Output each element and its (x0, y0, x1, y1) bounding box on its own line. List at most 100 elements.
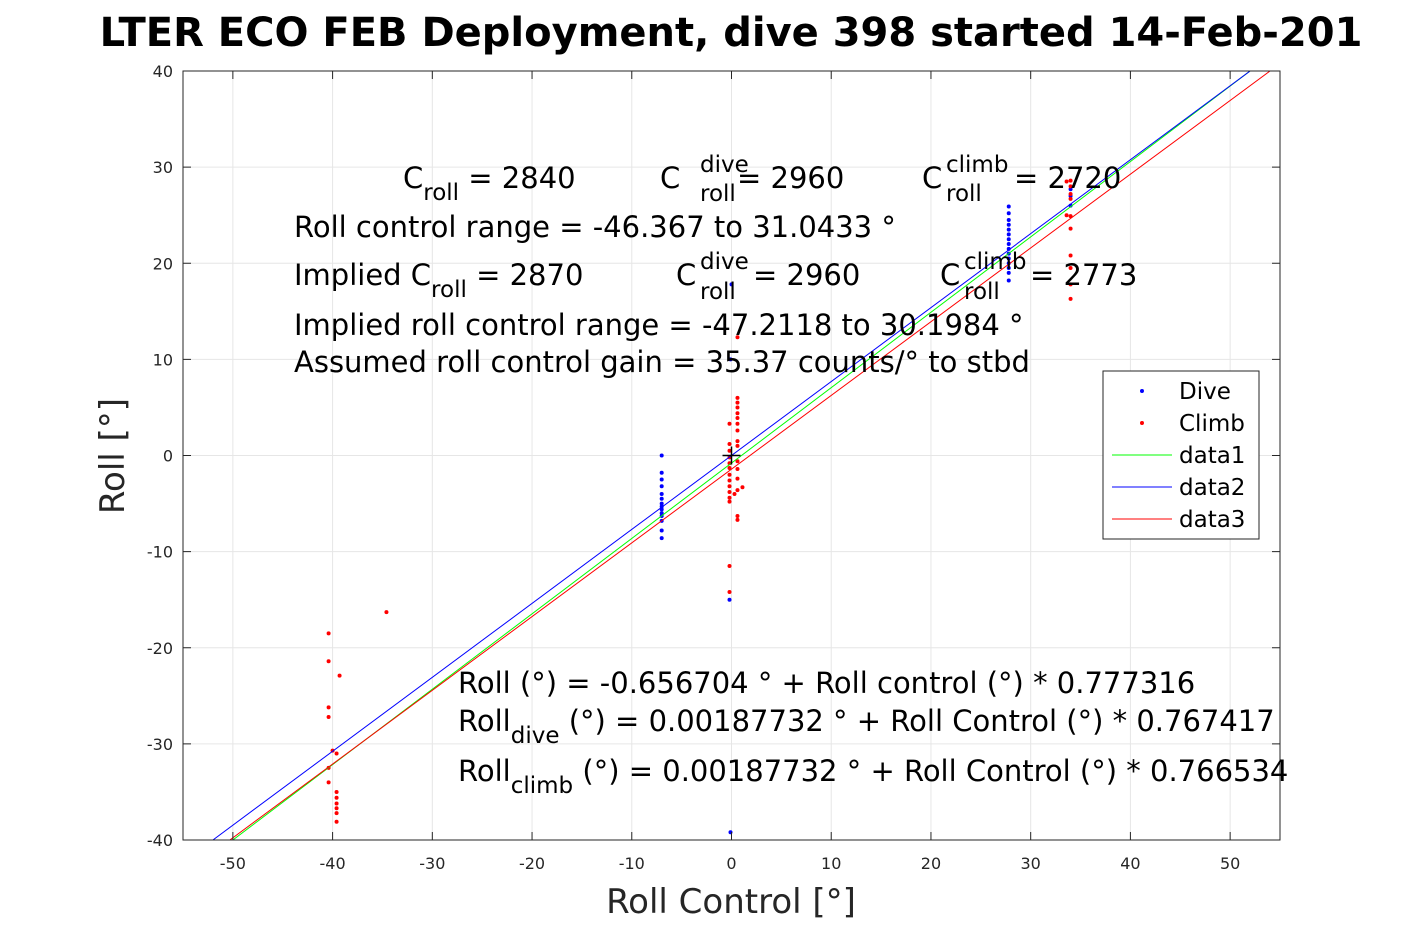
climb-point (727, 484, 732, 489)
series-data3 (229, 71, 1271, 840)
climb-point (735, 395, 740, 400)
dive-point (659, 453, 664, 458)
climb-point (1068, 266, 1073, 271)
climb-point (1068, 296, 1073, 301)
legend: Dive Climb data1 data2 data3 (1102, 370, 1260, 540)
dive-point (1006, 266, 1011, 271)
climb-point (735, 517, 740, 522)
fit-dive-equation: Rolldive (°) = 0.00187732 ° + Roll Contr… (458, 704, 1275, 749)
climb-point (735, 416, 740, 421)
x-tick-label: 10 (821, 854, 841, 873)
climb-point (727, 499, 732, 504)
climb-point (334, 811, 339, 816)
climb-point (735, 466, 740, 471)
x-tick-label: -50 (220, 854, 246, 873)
climb-point (735, 514, 740, 519)
climb-point (334, 789, 339, 794)
climb-point (326, 659, 331, 664)
y-tick-label: 20 (153, 254, 173, 273)
ticks: -50 -40 -30 -20 -10 0 10 20 30 40 50 -40 -30 -20 -10 0 1… (147, 62, 1280, 873)
x-tick-label: -30 (419, 854, 445, 873)
x-tick-label: 40 (1120, 854, 1140, 873)
c-roll-dive-label: C (660, 161, 680, 195)
implied-climb-value: = 2773 (1030, 258, 1137, 292)
dive-point (729, 282, 734, 287)
x-tick-label: 20 (921, 854, 941, 873)
dive-point (1006, 211, 1011, 216)
series-climb (326, 178, 1073, 824)
climb-point (1068, 196, 1073, 201)
implied-dive-value: = 2960 (753, 258, 860, 292)
dive-point (1006, 217, 1011, 222)
dive-point (659, 536, 664, 541)
implied-dive-sup: dive (700, 249, 749, 275)
climb-point (1068, 253, 1073, 258)
climb-point (735, 476, 740, 481)
y-tick-label: 30 (153, 158, 173, 177)
climb-point (727, 495, 732, 500)
dive-point (1006, 204, 1011, 209)
climb-point (735, 459, 740, 464)
climb-point (735, 335, 740, 340)
climb-point (727, 421, 732, 426)
dive-point (659, 496, 664, 501)
climb-point (326, 705, 331, 710)
y-tick-label: -40 (147, 831, 173, 850)
implied-climb-label: C (940, 258, 960, 292)
y-tick-label: 0 (163, 447, 173, 466)
dive-point (659, 470, 664, 475)
climb-point (727, 448, 732, 453)
climb-point (732, 491, 737, 496)
climb-point (735, 488, 740, 493)
dive-point (1006, 227, 1011, 232)
dive-point (659, 511, 664, 516)
dive-point (1006, 246, 1011, 251)
legend-dive-marker (1140, 389, 1144, 393)
climb-point (1064, 213, 1069, 218)
climb-point (334, 751, 339, 756)
annotation-implied-line: Implied Croll = 2870 C dive roll = 2960 … (294, 249, 1137, 305)
implied-dive-sub: roll (700, 279, 736, 305)
fit-equation: Roll (°) = -0.656704 ° + Roll control (°… (458, 666, 1195, 700)
legend-climb-marker (1140, 421, 1144, 425)
climb-point (337, 673, 342, 678)
climb-point (384, 610, 389, 615)
c-roll-climb-sup: climb (946, 152, 1008, 178)
climb-point (1068, 282, 1073, 287)
dive-point (1006, 270, 1011, 275)
climb-point (1068, 184, 1073, 189)
roll-control-range-text: Roll control range = -46.367 to 31.0433 … (294, 210, 896, 244)
annotation-c-roll-line: Croll = 2840 C dive roll = 2960 C climb … (403, 152, 1121, 207)
dive-point (659, 477, 664, 482)
climb-point (334, 806, 339, 811)
dive-point (1006, 261, 1011, 266)
climb-point (1064, 179, 1069, 184)
climb-point (735, 421, 740, 426)
climb-point (740, 485, 745, 490)
legend-dive-label: Dive (1179, 379, 1231, 405)
climb-point (326, 714, 331, 719)
dive-point (1068, 187, 1073, 192)
climb-point (735, 443, 740, 448)
dive-point (659, 528, 664, 533)
y-tick-label: -30 (147, 735, 173, 754)
implied-c-roll-text: Implied Croll = 2870 (294, 258, 583, 303)
climb-point (1068, 178, 1073, 183)
climb-point (735, 411, 740, 416)
implied-range-text: Implied roll control range = -47.2118 to… (294, 308, 1024, 342)
c-roll-climb-value: = 2720 (1014, 161, 1121, 195)
y-tick-label: -10 (147, 543, 173, 562)
y-axis-label: Roll [°] (93, 398, 133, 514)
climb-point (334, 795, 339, 800)
climb-point (727, 465, 732, 470)
dive-point (1006, 237, 1011, 242)
dive-point (659, 501, 664, 506)
implied-climb-sub: roll (964, 279, 1000, 305)
climb-point (727, 472, 732, 477)
y-tick-label: 40 (153, 62, 173, 81)
c-roll-dive-sub: roll (700, 181, 736, 207)
dive-point (1006, 256, 1011, 261)
climb-point (334, 819, 339, 824)
dive-point (1006, 232, 1011, 237)
x-tick-label: -40 (320, 854, 346, 873)
